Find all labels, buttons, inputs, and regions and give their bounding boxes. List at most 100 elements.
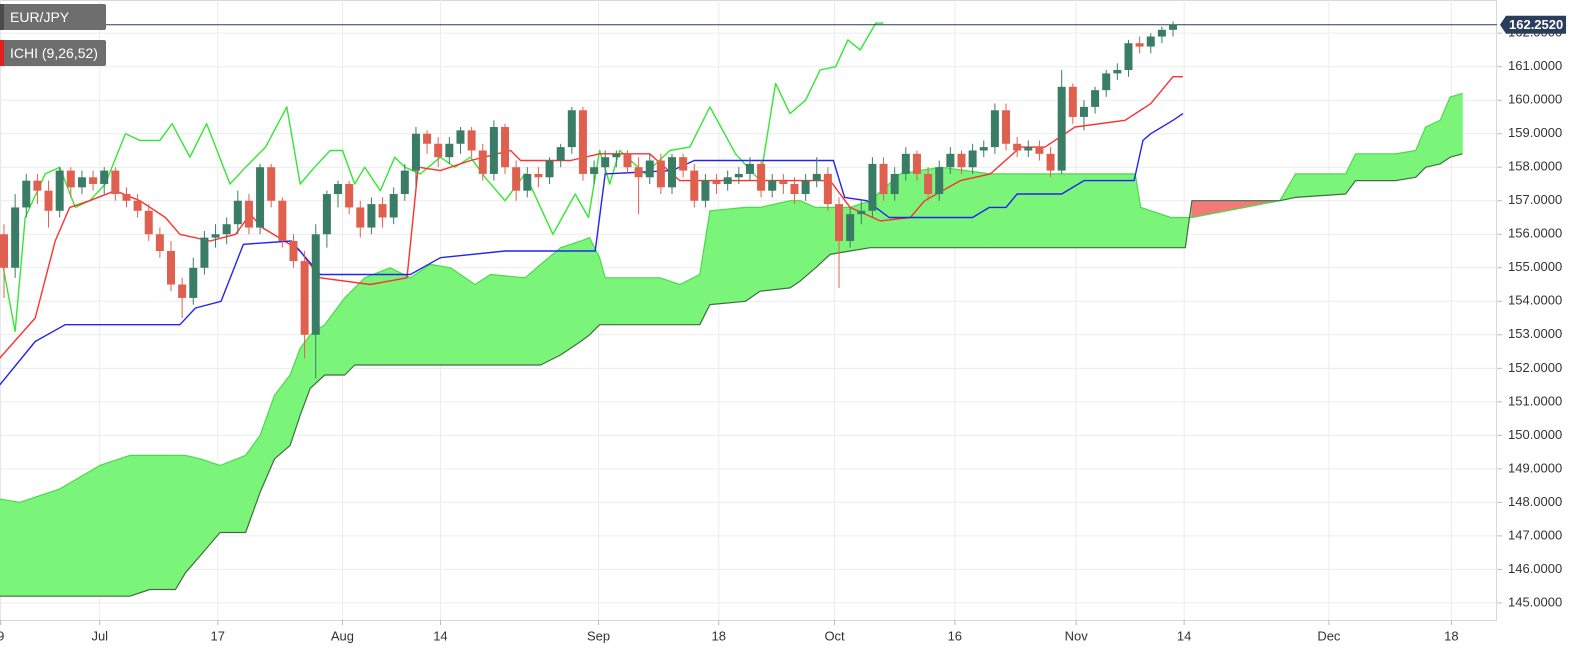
candle-body: [1057, 86, 1066, 171]
cloud-segment: [659, 277, 681, 326]
candle-body: [790, 183, 799, 195]
candle-body: [501, 127, 510, 168]
cloud-segment: [430, 264, 451, 366]
candle-body: [512, 167, 521, 191]
candle-body: [901, 153, 910, 174]
x-tick-label: 18: [712, 628, 726, 643]
cloud-segment: [1170, 217, 1186, 248]
candle-body: [712, 180, 721, 184]
candle-body: [523, 173, 532, 191]
candle-body: [44, 190, 53, 211]
candle-body: [256, 167, 265, 228]
candle-body: [935, 167, 944, 195]
cloud-segment: [1395, 150, 1416, 181]
senkou-b-line: [0, 153, 1463, 597]
candle-body: [378, 204, 387, 218]
candle-body: [534, 173, 543, 178]
y-tick-label: 149.0000: [1508, 460, 1562, 475]
candle-body: [33, 180, 42, 191]
candle-body: [189, 267, 198, 298]
candle-body: [890, 173, 899, 195]
candle-body: [334, 183, 343, 195]
candle-body: [289, 240, 298, 262]
cloud-segment: [410, 263, 431, 366]
symbol-label: EUR/JPY: [0, 4, 106, 30]
cloud-segment: [129, 455, 151, 597]
candle-body: [567, 110, 576, 148]
candle-body: [423, 133, 432, 144]
y-tick-label: 161.0000: [1508, 58, 1562, 73]
candle-body: [133, 200, 142, 211]
candle-body: [77, 177, 86, 188]
candle-body: [723, 177, 732, 184]
candle-body: [111, 170, 120, 195]
candle-body: [879, 163, 888, 195]
y-tick-label: 154.0000: [1508, 293, 1562, 308]
x-tick-label: Nov: [1065, 628, 1089, 643]
candle-body: [1124, 43, 1133, 71]
x-tick-label: 17: [211, 628, 225, 643]
candle-body: [345, 183, 354, 208]
candle-body: [367, 204, 376, 228]
cloud-segment: [490, 274, 526, 366]
candle-body: [178, 284, 187, 298]
candle-body: [779, 180, 788, 184]
y-tick-label: 159.0000: [1508, 125, 1562, 140]
candle-body: [411, 133, 420, 171]
candle-body: [679, 157, 688, 171]
x-tick-label: 14: [1177, 628, 1191, 643]
candle-body: [89, 177, 98, 184]
y-tick-label: 151.0000: [1508, 393, 1562, 408]
indicator-label: ICHI (9,26,52): [0, 40, 106, 66]
candle-body: [690, 170, 699, 201]
candle-body: [278, 200, 287, 241]
last-price-tag: [1500, 15, 1566, 34]
candle-body: [445, 143, 454, 158]
y-tick-label: 146.0000: [1508, 561, 1562, 576]
candle-body: [1169, 24, 1178, 30]
candle-body: [22, 180, 31, 208]
cloud-segment: [185, 455, 201, 574]
x-tick-label: Sep: [587, 628, 610, 643]
candle-body: [211, 234, 220, 238]
cloud-segment: [759, 200, 791, 292]
candle-body: [578, 110, 587, 174]
cloud-segment: [709, 207, 746, 305]
cloud-segment: [1449, 93, 1463, 158]
y-tick-label: 150.0000: [1508, 427, 1562, 442]
candle-body: [167, 251, 176, 285]
y-tick-label: 148.0000: [1508, 494, 1562, 509]
candle-body: [311, 234, 320, 335]
candle-body: [389, 194, 398, 218]
cloud-segment: [474, 273, 491, 366]
candle-body: [768, 180, 777, 191]
candle-body: [1002, 110, 1011, 144]
candle-body: [656, 160, 665, 188]
cloud-segment: [524, 263, 541, 366]
cloud-segment: [99, 454, 131, 597]
candle-body: [823, 173, 832, 205]
cloud-segment: [990, 173, 1136, 248]
candle-body: [100, 170, 109, 184]
x-tick-label: 18: [1444, 628, 1458, 643]
candle-body: [1013, 143, 1022, 151]
candle-body: [267, 167, 276, 201]
candle-body: [1035, 147, 1044, 154]
cloud-segment: [219, 454, 246, 533]
candle-body: [356, 207, 365, 228]
cloud-segment: [560, 240, 582, 356]
candle-body: [668, 157, 677, 188]
candle-body: [1079, 106, 1088, 117]
candle-body: [1046, 153, 1055, 171]
y-tick-label: 158.0000: [1508, 159, 1562, 174]
x-tick-label: 14: [433, 628, 447, 643]
y-tick-label: 156.0000: [1508, 226, 1562, 241]
candle-body: [55, 170, 64, 211]
cloud-segment: [344, 287, 356, 376]
cloud-segment: [540, 247, 562, 366]
cloud-segment: [175, 455, 186, 591]
candle-body: [1091, 90, 1100, 107]
cloud-segment: [354, 277, 366, 366]
